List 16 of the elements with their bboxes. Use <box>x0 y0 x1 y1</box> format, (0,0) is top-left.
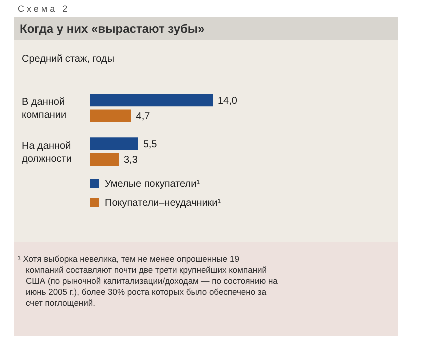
chart-title: Когда у них «вырастают зубы» <box>20 22 206 36</box>
bar <box>90 94 213 107</box>
text: Схема 2 <box>18 4 70 14</box>
legend-label: Покупатели–неудачники¹ <box>105 198 222 209</box>
data-label: 5,5 <box>143 139 158 150</box>
bar <box>90 153 119 166</box>
data-label: 14,0 <box>218 96 238 107</box>
text: ¹ Хотя выборка невелика, тем не менее опрошенные 19 компаний составляют почти две трети крупнейших компаний США (по рыночной капитализации/доходам — по состоянию на июнь 2005 г.), более 30% роста которых было обеспечено за счет поглощений. <box>18 254 278 308</box>
data-label: 3,3 <box>124 155 138 166</box>
bar <box>90 110 132 122</box>
y-tick-label: В данной компании <box>22 97 67 122</box>
chart-subtitle: Средний стаж, годы <box>22 54 114 65</box>
legend-label: Умелые покупатели¹ <box>105 179 201 190</box>
y-tick-label: На данной должности <box>22 140 72 165</box>
bar <box>90 138 138 150</box>
data-label: 4,7 <box>136 112 151 123</box>
